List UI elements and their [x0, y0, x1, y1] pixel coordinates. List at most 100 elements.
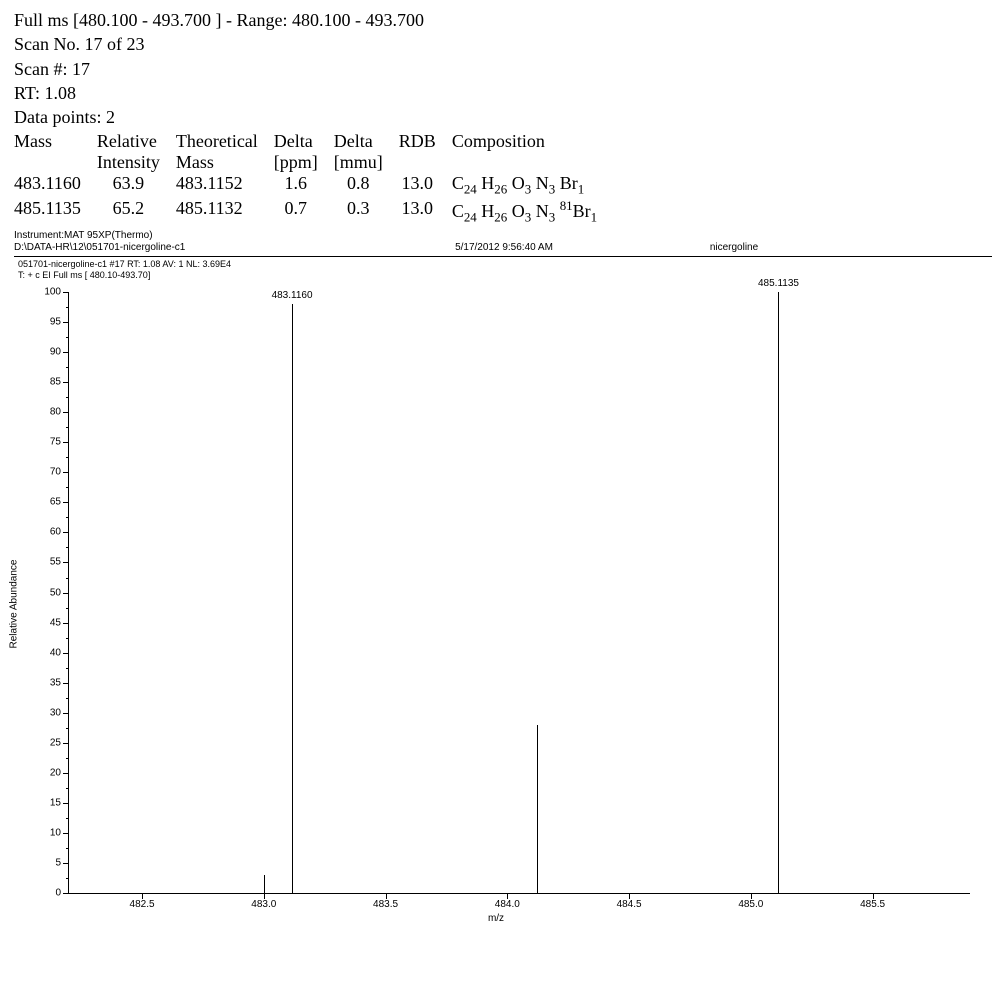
y-minor-tick — [66, 337, 69, 338]
table-header-row-1: Mass Relative Theoretical Delta Delta RD… — [14, 131, 613, 152]
y-tick-label: 40 — [50, 647, 61, 658]
composition-cell: C24 H26 O3 N3 81Br1 — [452, 198, 613, 226]
instrument-path: D:\DATA-HR\12\051701-nicergoline-c1 — [14, 242, 374, 255]
header-line-2: Scan No. 17 of 23 — [14, 32, 992, 56]
scan-info-2: T: + c EI Full ms [ 480.10-493.70] — [18, 270, 992, 282]
spectrum-peak — [264, 875, 265, 893]
y-tick-label: 10 — [50, 827, 61, 838]
y-tick — [63, 803, 69, 804]
spectrum-peak — [292, 304, 293, 893]
y-tick-label: 20 — [50, 767, 61, 778]
y-tick — [63, 833, 69, 834]
y-tick — [63, 713, 69, 714]
y-tick-label: 95 — [50, 317, 61, 328]
x-tick-label: 482.5 — [130, 899, 155, 910]
scan-info-block: 051701-nicergoline-c1 #17 RT: 1.08 AV: 1… — [18, 259, 992, 282]
y-minor-tick — [66, 728, 69, 729]
y-tick — [63, 322, 69, 323]
y-tick — [63, 863, 69, 864]
y-tick — [63, 562, 69, 563]
y-tick — [63, 532, 69, 533]
table-cell: 485.1132 — [176, 198, 274, 226]
y-minor-tick — [66, 457, 69, 458]
table-cell: 483.1152 — [176, 173, 274, 198]
y-minor-tick — [66, 517, 69, 518]
composition-cell: C24 H26 O3 N3 Br1 — [452, 173, 613, 198]
col-rdb: RDB — [399, 131, 452, 152]
col-theo: Theoretical — [176, 131, 274, 152]
y-tick — [63, 442, 69, 443]
table-cell: 1.6 — [274, 173, 334, 198]
header-line-5: Data points: 2 — [14, 105, 992, 129]
y-tick-label: 85 — [50, 377, 61, 388]
y-minor-tick — [66, 638, 69, 639]
y-tick — [63, 653, 69, 654]
y-tick-label: 30 — [50, 707, 61, 718]
y-minor-tick — [66, 848, 69, 849]
x-tick-label: 483.5 — [373, 899, 398, 910]
table-row: 483.116063.9483.11521.60.813.0C24 H26 O3… — [14, 173, 613, 198]
mass-table: Mass Relative Theoretical Delta Delta RD… — [14, 131, 613, 225]
y-tick — [63, 683, 69, 684]
y-tick — [63, 623, 69, 624]
y-tick — [63, 412, 69, 413]
x-tick-label: 485.0 — [738, 899, 763, 910]
y-minor-tick — [66, 758, 69, 759]
table-cell: 13.0 — [399, 198, 452, 226]
mass-spectrum-chart: Relative Abundance m/z 05101520253035404… — [16, 284, 976, 924]
table-cell: 65.2 — [97, 198, 176, 226]
y-tick-label: 80 — [50, 407, 61, 418]
y-tick — [63, 743, 69, 744]
y-minor-tick — [66, 818, 69, 819]
instrument-line-1: Instrument:MAT 95XP(Thermo) — [14, 230, 992, 243]
x-tick-label: 485.5 — [860, 899, 885, 910]
y-minor-tick — [66, 608, 69, 609]
y-tick-label: 0 — [55, 888, 61, 899]
y-minor-tick — [66, 578, 69, 579]
table-cell: 63.9 — [97, 173, 176, 198]
y-tick-label: 90 — [50, 347, 61, 358]
col-dppm: Delta — [274, 131, 334, 152]
x-tick-label: 483.0 — [251, 899, 276, 910]
table-cell: 0.3 — [334, 198, 399, 226]
table-cell: 13.0 — [399, 173, 452, 198]
x-tick-label: 484.0 — [495, 899, 520, 910]
y-minor-tick — [66, 487, 69, 488]
y-tick — [63, 292, 69, 293]
table-header-row-2: Intensity Mass [ppm] [mmu] — [14, 152, 613, 173]
y-tick-label: 60 — [50, 527, 61, 538]
header-line-1: Full ms [480.100 - 493.700 ] - Range: 48… — [14, 8, 992, 32]
y-minor-tick — [66, 878, 69, 879]
y-tick-label: 5 — [55, 857, 61, 868]
y-minor-tick — [66, 427, 69, 428]
col-mass: Mass — [14, 131, 97, 152]
y-tick — [63, 773, 69, 774]
y-tick — [63, 382, 69, 383]
y-tick-label: 65 — [50, 497, 61, 508]
spectrum-peak — [537, 725, 538, 893]
col-dmmu: Delta — [334, 131, 399, 152]
plot-area: 0510152025303540455055606570758085909510… — [68, 292, 970, 894]
header-line-4: RT: 1.08 — [14, 81, 992, 105]
y-tick-label: 75 — [50, 437, 61, 448]
col-comp: Composition — [452, 131, 613, 152]
table-row: 485.113565.2485.11320.70.313.0C24 H26 O3… — [14, 198, 613, 226]
instrument-sample: nicergoline — [634, 242, 834, 255]
y-minor-tick — [66, 698, 69, 699]
y-tick-label: 50 — [50, 587, 61, 598]
y-tick-label: 25 — [50, 737, 61, 748]
y-minor-tick — [66, 307, 69, 308]
y-tick-label: 45 — [50, 617, 61, 628]
x-tick-label: 484.5 — [617, 899, 642, 910]
table-cell: 483.1160 — [14, 173, 97, 198]
y-tick-label: 35 — [50, 677, 61, 688]
spectrum-peak — [778, 292, 779, 893]
table-cell: 0.8 — [334, 173, 399, 198]
y-tick — [63, 352, 69, 353]
y-axis-label: Relative Abundance — [9, 560, 20, 649]
y-tick-label: 100 — [44, 287, 61, 298]
x-axis-label: m/z — [488, 913, 504, 924]
y-minor-tick — [66, 668, 69, 669]
scan-info-1: 051701-nicergoline-c1 #17 RT: 1.08 AV: 1… — [18, 259, 992, 271]
table-cell: 0.7 — [274, 198, 334, 226]
